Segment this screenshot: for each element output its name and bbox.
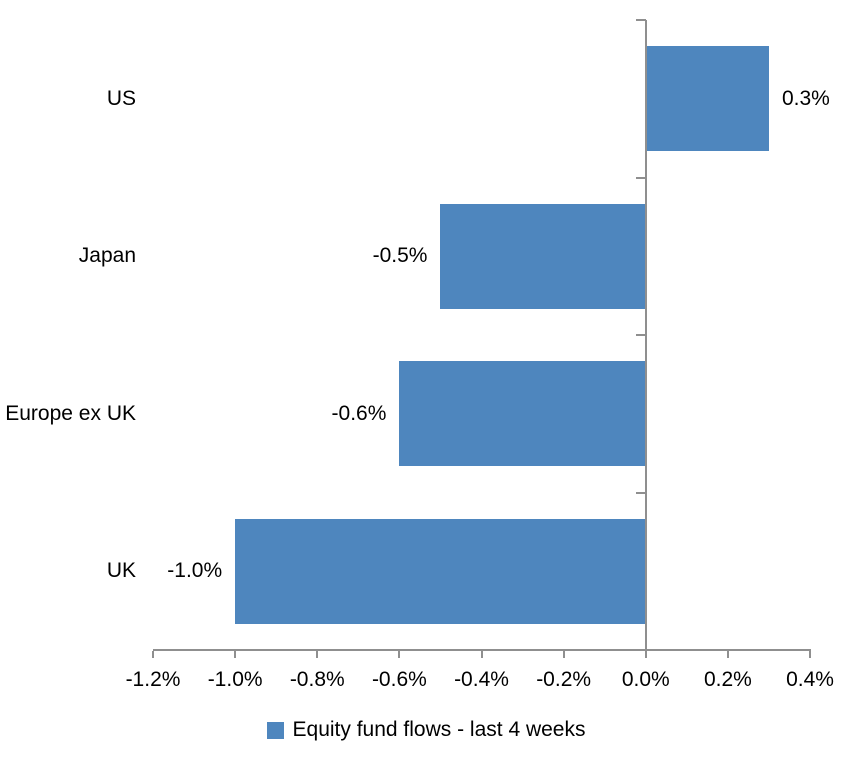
- category-tick: [635, 491, 646, 494]
- x-axis-tick: [234, 651, 237, 658]
- x-axis-tick-label: -0.2%: [536, 668, 592, 691]
- x-axis-tick: [398, 651, 401, 658]
- x-axis-tick: [726, 651, 729, 658]
- bar-japan: [440, 203, 646, 309]
- legend-label: Equity fund flows - last 4 weeks: [292, 718, 586, 741]
- x-axis-tick: [809, 651, 811, 658]
- x-axis-tick: [480, 651, 483, 658]
- data-label: -1.0%: [167, 559, 223, 583]
- x-axis-tick-label: -0.8%: [289, 668, 345, 691]
- legend: Equity fund flows - last 4 weeks: [0, 718, 852, 742]
- bar-europe-ex-uk: [399, 361, 646, 467]
- x-axis-line: [153, 649, 811, 651]
- x-axis-tick: [644, 651, 647, 658]
- legend-color-swatch: [266, 721, 284, 739]
- x-axis-tick: [316, 651, 319, 658]
- x-axis-tick-label: -1.2%: [125, 668, 181, 691]
- data-label: -0.5%: [372, 244, 428, 268]
- x-axis-tick: [152, 651, 154, 658]
- category-label: Europe ex UK: [5, 401, 136, 425]
- bar-us: [645, 46, 769, 152]
- value-axis-zero-line: [644, 20, 647, 658]
- x-axis-tick: [562, 651, 565, 658]
- data-label: 0.3%: [781, 86, 830, 110]
- x-axis-tick-label: 0.4%: [786, 668, 834, 691]
- data-label: -0.6%: [331, 401, 387, 425]
- bar-uk: [235, 518, 646, 624]
- x-axis-tick-label: -1.0%: [207, 668, 263, 691]
- category-label: US: [106, 86, 136, 110]
- x-axis-tick-label: -0.6%: [371, 668, 427, 691]
- category-label: UK: [106, 559, 136, 583]
- category-tick: [635, 19, 646, 21]
- x-axis-tick-label: 0.2%: [703, 668, 752, 691]
- category-tick: [635, 334, 646, 336]
- category-tick: [635, 176, 646, 179]
- category-label: Japan: [78, 244, 136, 268]
- x-axis-tick-label: 0.0%: [621, 668, 670, 691]
- x-axis-tick-label: -0.4%: [454, 668, 509, 691]
